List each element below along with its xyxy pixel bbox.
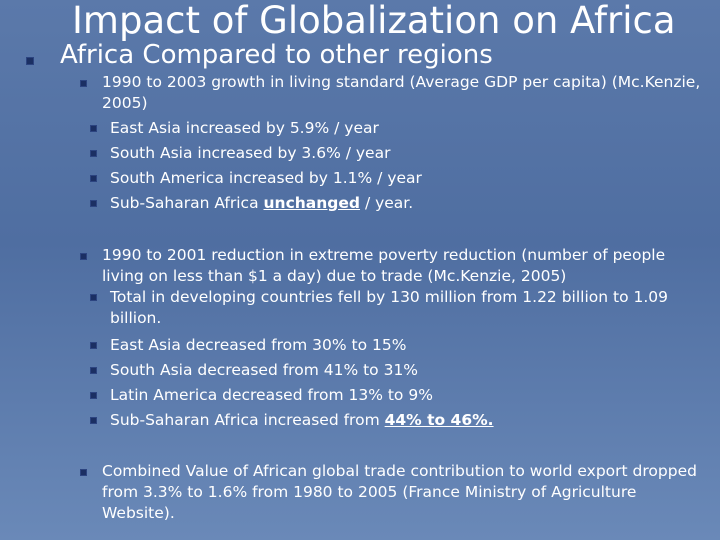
list-item: South America increased by 1.1% / year: [80, 166, 710, 191]
list-item: East Asia decreased from 30% to 15%: [80, 333, 710, 358]
section-poverty: 1990 to 2001 reduction in extreme povert…: [80, 245, 710, 433]
bullet-icon: [80, 80, 87, 87]
list-item: Sub-Saharan Africa unchanged / year.: [80, 191, 710, 216]
bullet-icon: [90, 342, 97, 349]
list-item: East Asia increased by 5.9% / year: [80, 116, 710, 141]
bullet-icon: [80, 253, 87, 260]
section-gdp-text: 1990 to 2003 growth in living standard (…: [102, 73, 701, 112]
slide-title: Impact of Globalization on Africa: [72, 0, 676, 42]
bullet-icon: [90, 125, 97, 132]
bullet-icon: [90, 200, 97, 207]
list-item: Total in developing countries fell by 13…: [80, 287, 710, 329]
emphasis-percent: 44% to 46%.: [384, 411, 494, 429]
bullet-icon: [90, 175, 97, 182]
bullet-icon: [26, 57, 34, 65]
list-item: Latin America decreased from 13% to 9%: [80, 383, 710, 408]
bullet-icon: [80, 469, 87, 476]
list-item: South Asia decreased from 41% to 31%: [80, 358, 710, 383]
slide-heading: Africa Compared to other regions: [60, 40, 493, 70]
bullet-icon: [90, 392, 97, 399]
emphasis-unchanged: unchanged: [263, 194, 361, 212]
bullet-icon: [90, 417, 97, 424]
section-trade-text: Combined Value of African global trade c…: [102, 462, 697, 522]
list-item: South Asia increased by 3.6% / year: [80, 141, 710, 166]
section-gdp: 1990 to 2003 growth in living standard (…: [80, 72, 710, 216]
section-trade: Combined Value of African global trade c…: [80, 461, 710, 524]
bullet-icon: [90, 150, 97, 157]
section-poverty-text: 1990 to 2001 reduction in extreme povert…: [102, 246, 666, 285]
bullet-icon: [90, 367, 97, 374]
bullet-icon: [90, 294, 97, 301]
list-item: Sub-Saharan Africa increased from 44% to…: [80, 408, 710, 433]
